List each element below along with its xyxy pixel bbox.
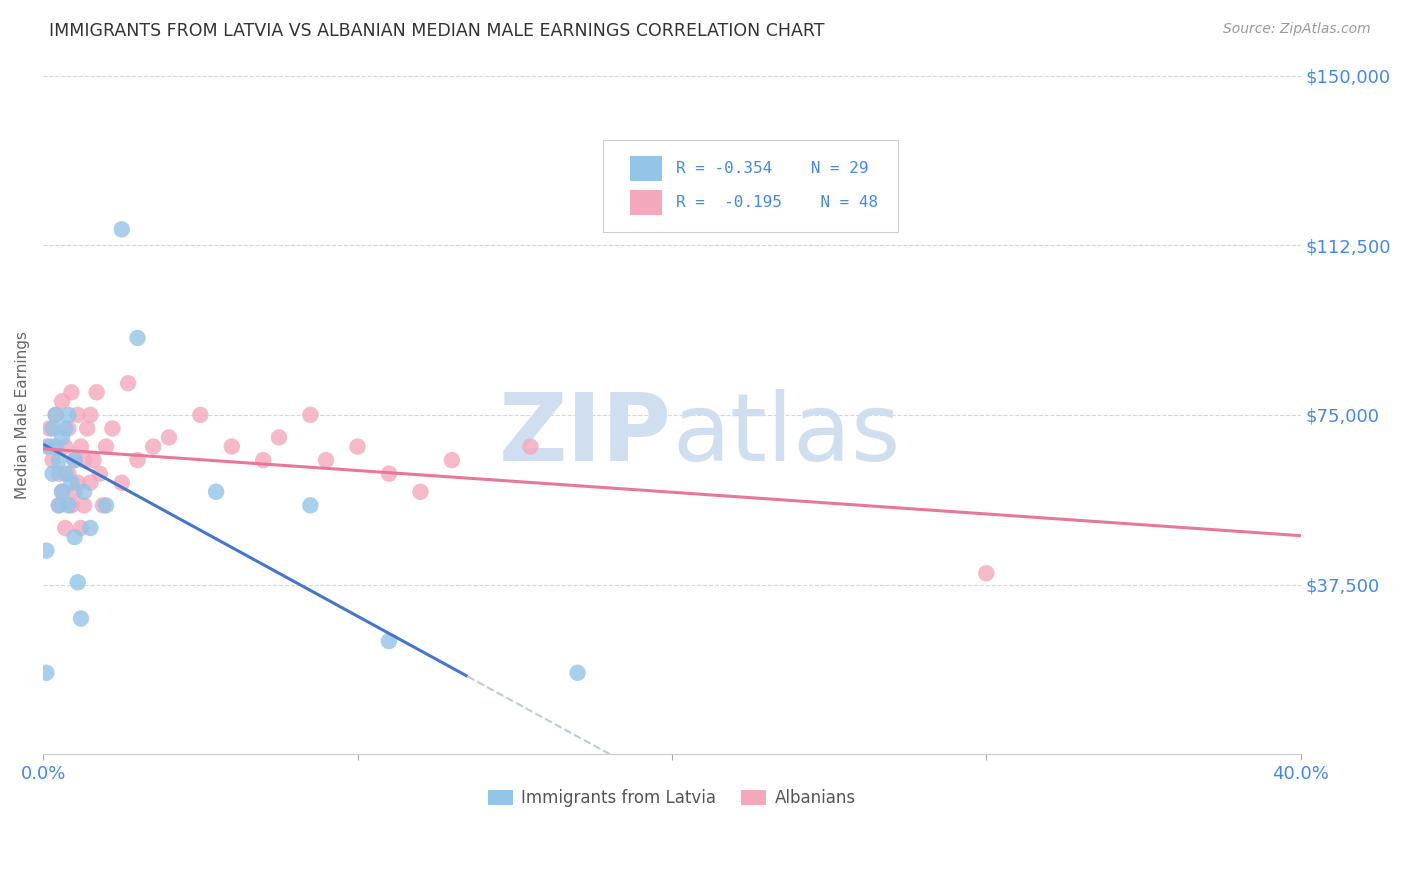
Immigrants from Latvia (567, 665, 589, 680)
Immigrants from Latvia (73, 484, 96, 499)
Immigrants from Latvia (60, 475, 83, 490)
Immigrants from Latvia (378, 634, 401, 648)
Immigrants from Latvia (205, 484, 228, 499)
Immigrants from Latvia (63, 453, 86, 467)
Albanians (35, 440, 58, 454)
Albanians (82, 453, 104, 467)
Albanians (51, 394, 73, 409)
Albanians (63, 453, 86, 467)
Albanians (252, 453, 274, 467)
Albanians (91, 499, 114, 513)
Albanians (94, 440, 117, 454)
Albanians (315, 453, 337, 467)
Albanians (974, 566, 997, 581)
Immigrants from Latvia (127, 331, 149, 345)
Albanians (111, 475, 134, 490)
Legend: Immigrants from Latvia, Albanians: Immigrants from Latvia, Albanians (481, 782, 862, 814)
Albanians (63, 484, 86, 499)
Immigrants from Latvia (51, 484, 73, 499)
Text: R =  -0.195    N = 48: R = -0.195 N = 48 (676, 195, 877, 210)
Immigrants from Latvia (111, 222, 134, 236)
Albanians (440, 453, 463, 467)
Albanians (70, 440, 93, 454)
Albanians (38, 421, 60, 435)
Text: R = -0.354    N = 29: R = -0.354 N = 29 (676, 161, 868, 176)
Text: IMMIGRANTS FROM LATVIA VS ALBANIAN MEDIAN MALE EARNINGS CORRELATION CHART: IMMIGRANTS FROM LATVIA VS ALBANIAN MEDIA… (49, 22, 825, 40)
Immigrants from Latvia (48, 499, 70, 513)
Albanians (346, 440, 368, 454)
Albanians (73, 453, 96, 467)
Immigrants from Latvia (41, 467, 63, 481)
Albanians (60, 385, 83, 400)
FancyBboxPatch shape (630, 189, 662, 215)
Albanians (117, 376, 139, 391)
Immigrants from Latvia (35, 543, 58, 558)
Immigrants from Latvia (58, 408, 80, 422)
Immigrants from Latvia (58, 499, 80, 513)
Immigrants from Latvia (299, 499, 322, 513)
Immigrants from Latvia (41, 421, 63, 435)
Immigrants from Latvia (53, 467, 76, 481)
Albanians (299, 408, 322, 422)
Immigrants from Latvia (70, 611, 93, 625)
Immigrants from Latvia (66, 575, 89, 590)
Albanians (409, 484, 432, 499)
Albanians (58, 467, 80, 481)
Immigrants from Latvia (51, 430, 73, 444)
Immigrants from Latvia (48, 453, 70, 467)
Albanians (70, 521, 93, 535)
Albanians (66, 408, 89, 422)
Albanians (89, 467, 111, 481)
Immigrants from Latvia (63, 530, 86, 544)
Albanians (41, 453, 63, 467)
Immigrants from Latvia (79, 521, 101, 535)
FancyBboxPatch shape (603, 140, 898, 232)
Y-axis label: Median Male Earnings: Median Male Earnings (15, 331, 30, 499)
Immigrants from Latvia (45, 408, 67, 422)
Albanians (58, 421, 80, 435)
Albanians (45, 408, 67, 422)
Albanians (190, 408, 212, 422)
Albanians (221, 440, 243, 454)
Albanians (79, 408, 101, 422)
Immigrants from Latvia (35, 665, 58, 680)
Immigrants from Latvia (38, 440, 60, 454)
Albanians (142, 440, 165, 454)
Albanians (51, 484, 73, 499)
Immigrants from Latvia (45, 440, 67, 454)
Albanians (60, 499, 83, 513)
Albanians (79, 475, 101, 490)
Albanians (101, 421, 124, 435)
Text: ZIP: ZIP (499, 389, 672, 481)
Albanians (53, 521, 76, 535)
Albanians (53, 440, 76, 454)
Albanians (66, 475, 89, 490)
Albanians (267, 430, 290, 444)
Albanians (48, 467, 70, 481)
Albanians (48, 499, 70, 513)
Text: atlas: atlas (672, 389, 900, 481)
Immigrants from Latvia (94, 499, 117, 513)
Albanians (378, 467, 401, 481)
Albanians (127, 453, 149, 467)
Albanians (73, 499, 96, 513)
Albanians (86, 385, 108, 400)
Albanians (157, 430, 180, 444)
Albanians (76, 421, 98, 435)
Text: Source: ZipAtlas.com: Source: ZipAtlas.com (1223, 22, 1371, 37)
Albanians (519, 440, 541, 454)
Immigrants from Latvia (53, 421, 76, 435)
FancyBboxPatch shape (630, 155, 662, 181)
